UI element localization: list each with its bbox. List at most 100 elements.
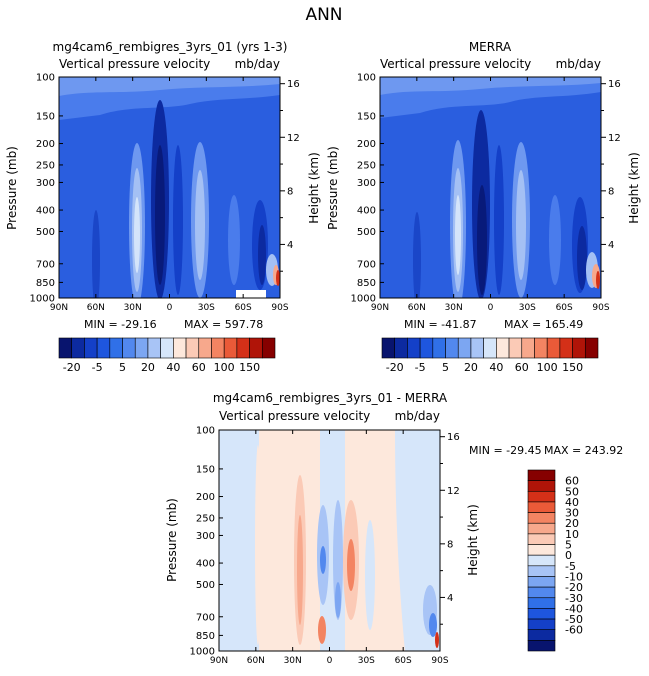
colorbar-merra-swatch	[496, 337, 510, 359]
colorbar-diff-swatch	[527, 576, 556, 588]
colorbar-diff-label: 0	[565, 549, 572, 562]
colorbar-model-label: 100	[214, 361, 235, 374]
panel-model-title: mg4cam6_rembigres_3yrs_01 (yrs 1-3)	[53, 40, 288, 54]
panel-model-max: MAX = 597.78	[184, 318, 263, 331]
panel-merra-htick-label: 16	[608, 79, 621, 90]
colorbar-merra-swatch	[521, 337, 535, 359]
colorbar-diff-label: -5	[565, 560, 576, 573]
panel-diff-xtick-label: 60N	[247, 656, 265, 666]
panel-model-ylabel: Pressure (mb)	[5, 146, 19, 230]
panel-diff-htick-label: 4	[447, 593, 453, 604]
panel-model-xtick-label: 90S	[271, 303, 288, 313]
panel-model-xtick-label: 30N	[124, 303, 142, 313]
colorbar-model-label: 60	[192, 361, 206, 374]
colorbar-merra-swatch	[572, 337, 586, 359]
colorbar-diff-swatch	[527, 608, 556, 620]
panel-merra-min: MIN = -41.87	[404, 318, 477, 331]
colorbar-merra-swatch	[546, 337, 561, 359]
colorbar-diff-label: 60	[565, 475, 579, 488]
colorbar-merra-label: 40	[489, 361, 503, 374]
panel-merra: MERRA Vertical pressure velocity mb/day …	[326, 40, 641, 331]
panel-diff: mg4cam6_rembigres_3yrs_01 - MERRA Vertic…	[165, 391, 623, 666]
panel-merra-ytick-label: 300	[357, 178, 376, 189]
panel-model-ylabel-right: Height (km)	[307, 152, 321, 223]
panel-merra-ytick-label: 500	[357, 227, 376, 238]
colorbar-model-swatch	[58, 337, 73, 359]
colorbar-diff-swatch	[527, 533, 556, 545]
panel-merra-xtick-label: 60S	[556, 303, 573, 313]
colorbar-diff-label: -10	[565, 570, 583, 583]
panel-diff-ylabel: Pressure (mb)	[165, 498, 179, 582]
colorbar-diff-swatch	[527, 501, 556, 513]
colorbar-merra-swatch	[394, 337, 408, 359]
panel-diff-xtick-label: 60S	[395, 656, 412, 666]
panel-diff-xtick-label: 90S	[431, 656, 448, 666]
panel-merra-ylabel-right: Height (km)	[627, 152, 641, 223]
panel-merra-xtick-label: 30S	[519, 303, 536, 313]
panel-model-min: MIN = -29.16	[84, 318, 157, 331]
panel-merra-ytick-label: 200	[357, 139, 376, 150]
colorbar-merra-label: 60	[515, 361, 529, 374]
panel-merra-ytick-label: 850	[357, 278, 376, 289]
colorbar-merra-swatch	[457, 337, 472, 359]
panel-model-ytick-label: 200	[36, 139, 55, 150]
panel-model-field	[59, 77, 280, 298]
panel-diff-subtitle-right: mb/day	[395, 409, 440, 423]
panel-merra-ytick-label: 400	[357, 206, 376, 217]
colorbar-model-swatch	[71, 337, 85, 359]
colorbar-model-label: -20	[63, 361, 81, 374]
colorbar-diff-label: -60	[565, 624, 583, 637]
panel-model-xtick-label: 0	[167, 303, 173, 313]
panel-merra-subtitle-left: Vertical pressure velocity	[380, 57, 531, 71]
colorbar-merra-swatch	[432, 337, 446, 359]
colorbar-diff-swatch	[527, 522, 556, 535]
colorbar-diff-swatch	[527, 512, 556, 524]
panel-diff-xtick-label: 90N	[210, 656, 228, 666]
panel-diff-subtitle-left: Vertical pressure velocity	[219, 409, 370, 423]
panel-diff-field	[219, 430, 440, 651]
panel-diff-ytick-label: 100	[196, 426, 215, 437]
panel-merra-ytick-label: 250	[357, 160, 376, 171]
panel-diff-max: MAX = 243.92	[544, 444, 623, 457]
colorbar-diff-label: 5	[565, 539, 572, 552]
colorbar-diff-swatch	[527, 640, 556, 652]
panel-model-ytick-label: 850	[36, 278, 55, 289]
panel-model-ytick-label: 100	[36, 73, 55, 84]
panel-diff-ytick-label: 250	[196, 513, 215, 524]
panel-merra-title: MERRA	[469, 40, 512, 54]
colorbar-model-swatch	[109, 337, 123, 359]
panel-model-subtitle-right: mb/day	[235, 57, 280, 71]
colorbar-merra-label: -5	[415, 361, 426, 374]
colorbar-diff-swatch	[527, 565, 556, 577]
colorbar-merra-swatch	[445, 337, 459, 359]
panel-model-ytick-label: 150	[36, 111, 55, 122]
panel-model-ytick-label: 1000	[30, 294, 55, 305]
panel-model-htick-label: 4	[287, 240, 293, 251]
panel-merra-xtick-label: 90S	[592, 303, 609, 313]
colorbar-diff-swatch	[527, 597, 556, 609]
colorbar-diff-label: -20	[565, 581, 583, 594]
colorbar-diff-swatch	[527, 618, 556, 631]
colorbar-merra-label: 20	[464, 361, 478, 374]
panel-merra-htick-label: 8	[608, 186, 614, 197]
colorbar-merra-swatch	[584, 337, 599, 359]
panel-model-ytick-label: 250	[36, 160, 55, 171]
panel-merra-xtick-label: 0	[488, 303, 494, 313]
colorbar-model-swatch	[198, 337, 212, 359]
panel-model-htick-label: 12	[287, 133, 300, 144]
colorbar-model-swatch	[236, 337, 250, 359]
colorbar-merra-label: -20	[386, 361, 404, 374]
colorbar-model-swatch	[211, 337, 225, 359]
panel-diff-ytick-label: 500	[196, 580, 215, 591]
panel-diff-min: MIN = -29.45	[469, 444, 542, 457]
colorbar-merra-label: 150	[562, 361, 583, 374]
panel-merra-xtick-label: 90N	[371, 303, 389, 313]
panel-diff-ytick-label: 1000	[190, 647, 215, 658]
colorbar-model-label: 5	[119, 361, 126, 374]
colorbar-merra-swatch	[534, 337, 548, 359]
colorbar-model-label: 40	[166, 361, 180, 374]
colorbar-diff-swatch	[527, 629, 556, 641]
colorbar-diff-label: -50	[565, 613, 583, 626]
